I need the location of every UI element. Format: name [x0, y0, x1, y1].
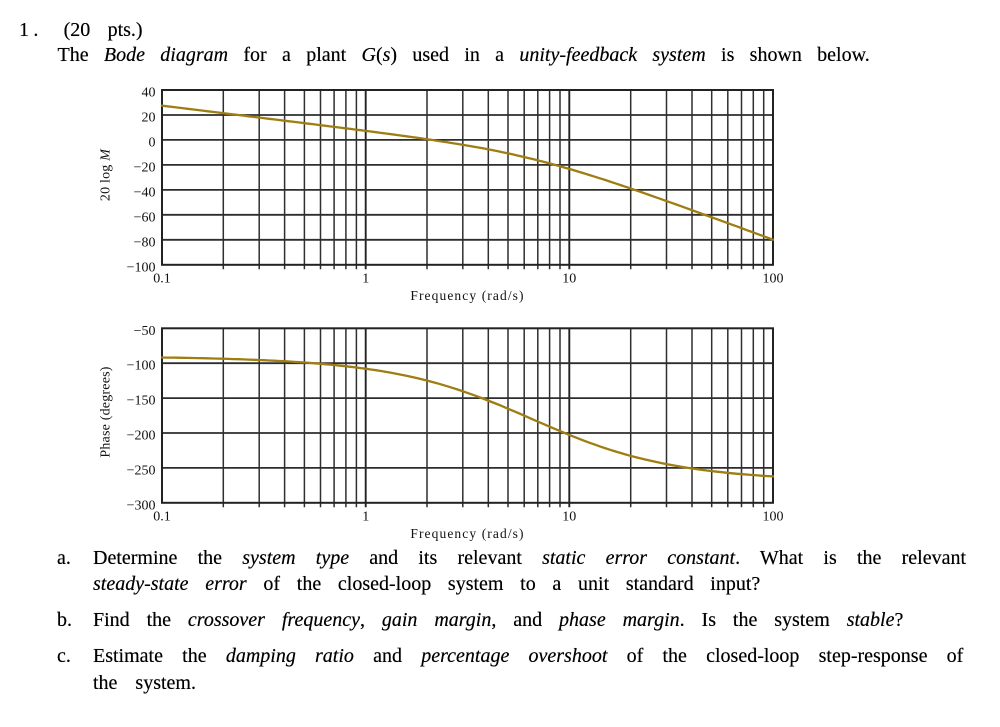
svg-text:−300: −300: [127, 498, 156, 513]
svg-text:40: 40: [142, 86, 156, 101]
svg-text:20 log M: 20 log M: [99, 148, 114, 201]
svg-text:0.1: 0.1: [153, 510, 171, 525]
svg-text:−50: −50: [134, 324, 156, 339]
svg-text:−20: −20: [134, 160, 156, 175]
svg-text:0.1: 0.1: [153, 272, 171, 287]
svg-text:−60: −60: [134, 210, 156, 225]
svg-text:100: 100: [763, 510, 784, 525]
svg-text:1: 1: [362, 272, 369, 287]
svg-text:−80: −80: [134, 235, 156, 250]
svg-text:Frequency (rad/s): Frequency (rad/s): [410, 288, 524, 303]
svg-text:10: 10: [562, 272, 576, 287]
svg-text:Phase (degrees): Phase (degrees): [99, 366, 114, 457]
svg-text:100: 100: [763, 272, 784, 287]
svg-text:20: 20: [142, 111, 156, 126]
svg-text:0: 0: [149, 135, 156, 150]
svg-text:−200: −200: [127, 429, 156, 444]
svg-text:−40: −40: [134, 185, 156, 200]
svg-text:Frequency (rad/s): Frequency (rad/s): [410, 526, 524, 541]
svg-text:−100: −100: [127, 260, 156, 275]
svg-text:−250: −250: [127, 463, 156, 478]
svg-text:−100: −100: [127, 359, 156, 374]
svg-text:−150: −150: [127, 394, 156, 409]
svg-text:10: 10: [562, 510, 576, 525]
svg-text:1: 1: [362, 510, 369, 525]
